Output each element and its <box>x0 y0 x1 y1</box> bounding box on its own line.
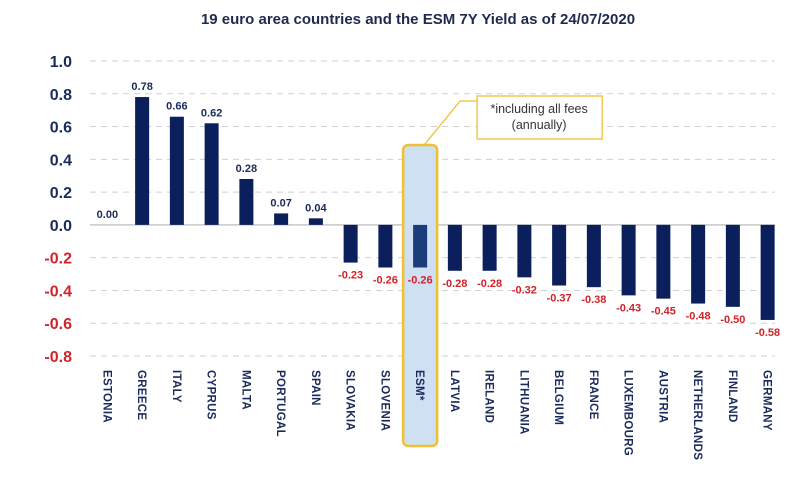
bar-lithuania <box>517 224 532 278</box>
y-axis: 1.0 0.8 0.6 0.4 0.2 0.0 -0.2 -0.4 -0.6 -0.8 <box>44 54 72 366</box>
data-label: -0.26 <box>373 275 398 287</box>
data-label: -0.32 <box>512 284 537 296</box>
data-label: -0.37 <box>547 293 572 305</box>
data-label: -0.43 <box>616 302 641 314</box>
x-tick-label: PORTUGAL <box>274 370 286 437</box>
annotation: *including all fees (annually) <box>423 95 603 146</box>
bar-ireland <box>482 224 497 271</box>
bar-slovakia <box>343 224 358 263</box>
x-tick-label: FRANCE <box>587 370 599 420</box>
highlight-layer <box>401 143 439 448</box>
bar-belgium <box>552 224 567 286</box>
data-label: -0.28 <box>477 278 502 290</box>
bar-esm <box>413 224 428 268</box>
x-tick-label: CYPRUS <box>205 370 217 420</box>
data-labels: 0.00 0.78 0.66 0.62 0.28 0.07 0.04 -0.23 -0.26 -0… <box>97 81 781 339</box>
bars <box>135 97 775 320</box>
highlight-band <box>401 143 439 448</box>
data-label: -0.48 <box>686 311 711 323</box>
bar-spain <box>308 218 323 225</box>
x-tick-label: LATVIA <box>448 370 460 412</box>
bar-luxembourg <box>621 224 636 296</box>
data-label: -0.26 <box>408 275 433 287</box>
data-label: 0.28 <box>236 163 257 175</box>
x-tick-label: LUXEMBOURG <box>622 370 634 456</box>
x-tick-label: GERMANY <box>761 370 773 431</box>
bar-germany <box>760 224 775 320</box>
y-tick-label: -0.4 <box>44 283 72 300</box>
bar-greece <box>135 97 150 225</box>
y-tick-label: 0.6 <box>50 120 72 137</box>
data-label: -0.45 <box>651 306 676 318</box>
data-label: 0.00 <box>97 209 118 221</box>
data-label: -0.38 <box>581 294 606 306</box>
x-tick-label: AUSTRIA <box>656 370 668 423</box>
data-label: 0.07 <box>270 197 291 209</box>
x-tick-label: MALTA <box>239 370 251 410</box>
bar-cyprus <box>204 123 219 225</box>
y-tick-label: 0.4 <box>50 152 72 169</box>
x-tick-label: SLOVENIA <box>378 370 390 431</box>
y-tick-label: -0.6 <box>44 316 72 333</box>
data-label: -0.23 <box>338 270 363 282</box>
x-tick-label: SLOVAKIA <box>344 370 356 431</box>
data-label: 0.04 <box>305 202 327 214</box>
callout-text: *including all fees <box>490 102 587 116</box>
bar-latvia <box>447 224 462 271</box>
x-axis: ESTONIA GREECE ITALY CYPRUS MALTA PORTUGAL SPA… <box>100 370 772 460</box>
data-label: -0.58 <box>755 327 780 339</box>
bar-austria <box>656 224 671 299</box>
x-tick-label: SPAIN <box>309 370 321 406</box>
data-label: -0.50 <box>720 314 745 326</box>
x-tick-label: ESTONIA <box>100 370 112 423</box>
y-tick-label: 1.0 <box>50 54 72 71</box>
bar-italy <box>169 116 184 225</box>
y-tick-label: -0.8 <box>44 349 72 366</box>
y-tick-label: 0.8 <box>50 87 72 104</box>
data-label: 0.62 <box>201 107 222 119</box>
x-tick-label: ESM* <box>413 370 425 401</box>
data-label: 0.66 <box>166 101 187 113</box>
x-tick-label: ITALY <box>170 370 182 403</box>
callout-text: (annually) <box>512 118 567 132</box>
x-tick-label: NETHERLANDS <box>691 370 703 460</box>
x-tick-label: FINLAND <box>726 370 738 423</box>
x-tick-label: IRELAND <box>483 370 495 423</box>
data-label: -0.28 <box>442 278 467 290</box>
bar-france <box>586 224 601 288</box>
callout-box <box>476 95 603 140</box>
chart-title: 19 euro area countries and the ESM 7Y Yi… <box>201 11 635 28</box>
bar-slovenia <box>378 224 393 268</box>
bar-portugal <box>274 213 289 225</box>
data-label: 0.78 <box>131 81 152 93</box>
y-tick-label: 0.2 <box>50 185 72 202</box>
x-tick-label: BELGIUM <box>552 370 564 425</box>
bar-netherlands <box>691 224 706 304</box>
x-tick-label: GREECE <box>135 370 147 420</box>
y-tick-label: -0.2 <box>44 251 72 268</box>
bar-malta <box>239 179 254 225</box>
x-tick-label: LITHUANIA <box>517 370 529 435</box>
bar-finland <box>725 224 740 307</box>
callout-leader <box>423 100 478 146</box>
y-tick-label: 0.0 <box>50 218 72 235</box>
